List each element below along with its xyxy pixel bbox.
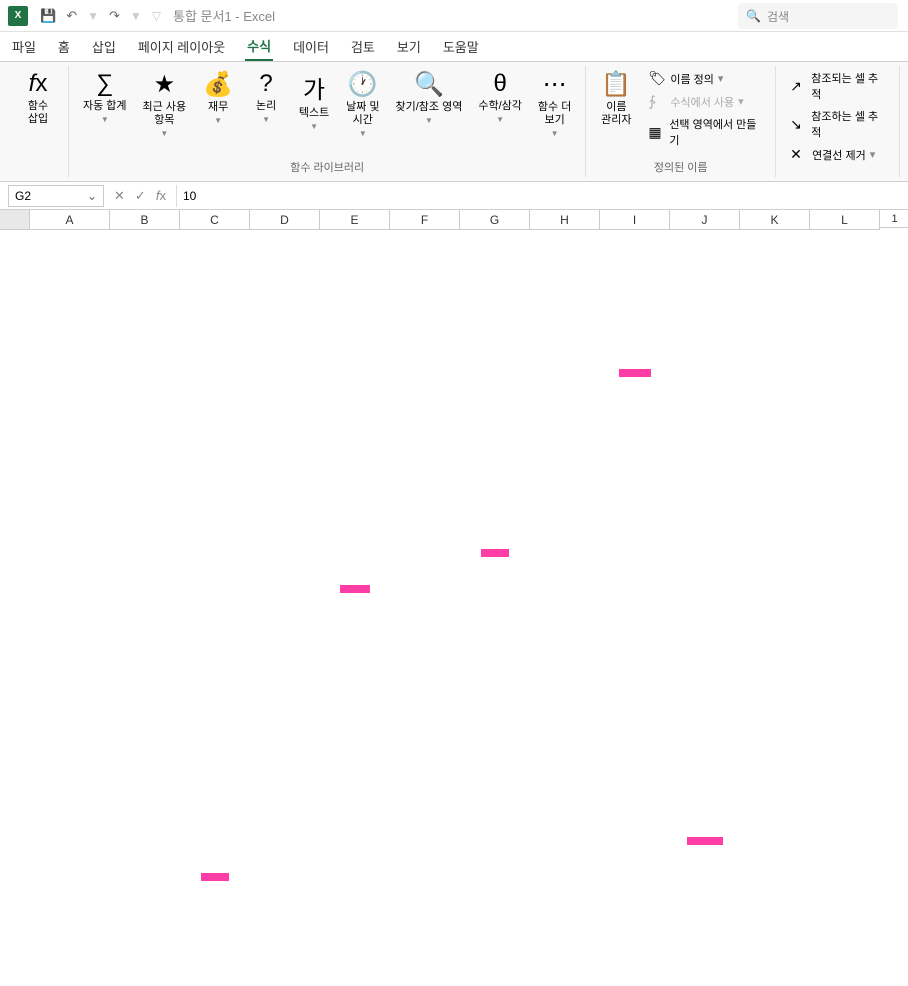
name-box[interactable]: G2 ⌄ bbox=[8, 185, 104, 207]
formula-input[interactable] bbox=[176, 185, 908, 207]
formula-bar: G2 ⌄ ✕ ✓ fx bbox=[0, 182, 908, 210]
tab-데이터[interactable]: 데이터 bbox=[291, 33, 331, 60]
tab-보기[interactable]: 보기 bbox=[395, 33, 423, 60]
row-header-1[interactable]: 1 bbox=[880, 210, 908, 228]
trace-dependents-button[interactable]: ↘참조하는 셀 추적 bbox=[786, 106, 889, 142]
cancel-icon[interactable]: ✕ bbox=[110, 186, 129, 206]
undo-icon[interactable]: ↶ bbox=[66, 8, 77, 24]
annotation-mark bbox=[201, 873, 229, 881]
col-header-F[interactable]: F bbox=[390, 210, 460, 230]
trace-dep-icon: ↘ bbox=[790, 116, 807, 133]
tag-icon: 🏷 bbox=[648, 70, 666, 87]
lookup-button[interactable]: 🔍찾기/참조 영역▼ bbox=[390, 66, 469, 129]
tab-홈[interactable]: 홈 bbox=[56, 33, 72, 60]
lookup-icon: 🔍 bbox=[414, 70, 444, 99]
tab-도움말[interactable]: 도움말 bbox=[441, 33, 481, 60]
fx-icon: fx bbox=[29, 70, 48, 98]
logical-icon: ? bbox=[259, 70, 272, 98]
col-header-K[interactable]: K bbox=[740, 210, 810, 230]
trace-precedents-button[interactable]: ↗참조되는 셀 추적 bbox=[786, 68, 889, 104]
name-mgr-icon: 📋 bbox=[601, 70, 631, 99]
tab-검토[interactable]: 검토 bbox=[349, 33, 377, 60]
enter-icon[interactable]: ✓ bbox=[131, 186, 150, 206]
tab-페이지 레이아웃[interactable]: 페이지 레이아웃 bbox=[136, 33, 227, 60]
logical-button[interactable]: ?논리▼ bbox=[244, 66, 288, 128]
define-name-button[interactable]: 🏷이름 정의 ▾ bbox=[644, 68, 765, 89]
text-button[interactable]: 가텍스트▼ bbox=[292, 66, 336, 135]
tab-파일[interactable]: 파일 bbox=[10, 33, 38, 60]
insert-function-button[interactable]: fx 함수 삽입 bbox=[16, 66, 60, 130]
col-header-B[interactable]: B bbox=[110, 210, 180, 230]
more-icon: ⋯ bbox=[543, 70, 567, 99]
col-header-I[interactable]: I bbox=[600, 210, 670, 230]
search-icon: 🔍 bbox=[746, 9, 761, 23]
financial-icon: 💰 bbox=[203, 70, 233, 99]
spreadsheet[interactable]: ABCDEFGHIJKL12랜덤데이터101003투잡부엉 학교 학생 TEST… bbox=[0, 210, 908, 230]
name-manager-button[interactable]: 📋이름 관리자 bbox=[594, 66, 638, 131]
col-header-D[interactable]: D bbox=[250, 210, 320, 230]
datetime-button[interactable]: 🕐날짜 및 시간▼ bbox=[340, 66, 385, 142]
financial-button[interactable]: 💰재무▼ bbox=[196, 66, 240, 129]
col-header-J[interactable]: J bbox=[670, 210, 740, 230]
more-button[interactable]: ⋯함수 더 보기▼ bbox=[532, 66, 577, 142]
annotation-mark bbox=[619, 369, 651, 377]
text-icon: 가 bbox=[303, 70, 325, 105]
recent-button[interactable]: ★최근 사용 항목▼ bbox=[137, 66, 193, 142]
redo-icon[interactable]: ↷ bbox=[109, 8, 120, 24]
ribbon-tabs: 파일 홈 삽입 페이지 레이아웃 수식 데이터 검토 보기 도움말 bbox=[0, 32, 908, 62]
ribbon: fx 함수 삽입 ∑자동 합계▼ ★최근 사용 항목▼ 💰재무▼ ?논리▼ 가텍… bbox=[0, 62, 908, 182]
math-button[interactable]: θ수학/삼각▼ bbox=[472, 66, 528, 128]
trace-prec-icon: ↗ bbox=[790, 78, 807, 95]
search-bar[interactable]: 🔍 검색 bbox=[738, 3, 898, 29]
col-header-E[interactable]: E bbox=[320, 210, 390, 230]
group-label-library: 함수 라이브러리 bbox=[77, 159, 577, 177]
col-header-G[interactable]: G bbox=[460, 210, 530, 230]
col-header-A[interactable]: A bbox=[30, 210, 110, 230]
remove-arrows-button[interactable]: ✕연결선 제거 ▾ bbox=[786, 144, 889, 165]
sigma-icon: ∑ bbox=[96, 70, 113, 98]
quick-access-toolbar: 💾 ↶ ▼ ↷ ▼ ▽ bbox=[40, 8, 161, 24]
autosum-button[interactable]: ∑자동 합계▼ bbox=[77, 66, 133, 128]
document-title: 통합 문서1 - Excel bbox=[173, 6, 275, 25]
col-header-C[interactable]: C bbox=[180, 210, 250, 230]
annotation-mark bbox=[481, 549, 509, 557]
remove-icon: ✕ bbox=[790, 146, 808, 163]
tab-수식[interactable]: 수식 bbox=[245, 32, 273, 61]
formula-icon: ∱ bbox=[648, 93, 666, 110]
clock-icon: 🕐 bbox=[348, 70, 378, 99]
annotation-mark bbox=[340, 585, 370, 593]
search-placeholder: 검색 bbox=[767, 8, 789, 25]
col-header-L[interactable]: L bbox=[810, 210, 880, 230]
star-icon: ★ bbox=[154, 70, 176, 99]
select-all-corner[interactable] bbox=[0, 210, 30, 230]
create-from-selection-button[interactable]: ▦선택 영역에서 만들기 bbox=[644, 114, 765, 150]
chevron-down-icon[interactable]: ⌄ bbox=[87, 189, 97, 203]
col-header-H[interactable]: H bbox=[530, 210, 600, 230]
grid-icon: ▦ bbox=[648, 124, 665, 141]
theta-icon: θ bbox=[493, 70, 506, 98]
excel-icon: X bbox=[8, 6, 28, 26]
fx-icon[interactable]: fx bbox=[152, 186, 170, 206]
annotation-mark bbox=[687, 837, 723, 845]
use-formula-button[interactable]: ∱수식에서 사용 ▾ bbox=[644, 91, 765, 112]
group-label-names: 정의된 이름 bbox=[594, 159, 767, 177]
save-icon[interactable]: 💾 bbox=[40, 8, 56, 24]
tab-삽입[interactable]: 삽입 bbox=[90, 33, 118, 60]
